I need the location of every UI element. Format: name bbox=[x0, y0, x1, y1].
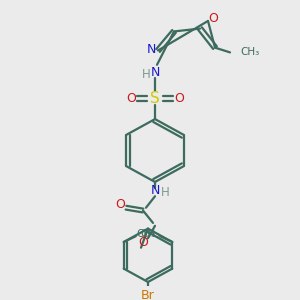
Text: O: O bbox=[138, 236, 148, 249]
Text: N: N bbox=[146, 43, 156, 56]
Text: O: O bbox=[174, 92, 184, 105]
Text: H: H bbox=[160, 186, 169, 199]
Text: H: H bbox=[142, 68, 150, 81]
Text: Br: Br bbox=[141, 289, 155, 300]
Text: O: O bbox=[126, 92, 136, 105]
Text: CH₃: CH₃ bbox=[136, 230, 155, 239]
Text: O: O bbox=[208, 12, 218, 25]
Text: S: S bbox=[150, 91, 160, 106]
Text: CH₃: CH₃ bbox=[240, 47, 259, 57]
Text: O: O bbox=[115, 198, 125, 211]
Text: CH₃: CH₃ bbox=[141, 230, 160, 239]
Text: N: N bbox=[150, 184, 160, 197]
Text: N: N bbox=[150, 66, 160, 79]
